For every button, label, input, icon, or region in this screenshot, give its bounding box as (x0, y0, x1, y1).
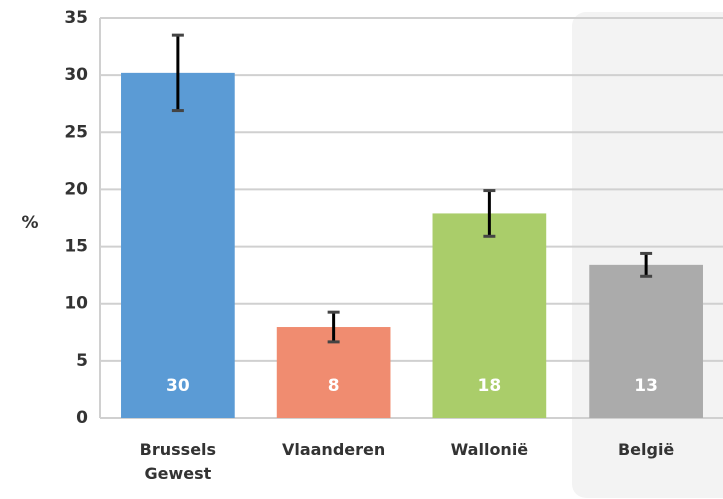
data-label: 18 (478, 376, 502, 396)
y-tick-label: 30 (64, 65, 88, 85)
x-tick-label: Brussels Gewest (139, 440, 217, 483)
data-label: 13 (634, 376, 658, 396)
y-tick-label: 15 (64, 237, 88, 257)
y-tick-label: 35 (64, 8, 88, 28)
x-tick-label: Vlaanderen (281, 440, 386, 459)
bar (432, 213, 547, 418)
bar (121, 72, 235, 418)
y-tick-label: 20 (64, 179, 88, 199)
y-axis-label: % (21, 213, 38, 233)
x-tick-label: België (617, 440, 675, 459)
y-tick-label: 5 (76, 351, 88, 371)
bar (589, 264, 703, 418)
x-tick-label: Wallonië (450, 440, 529, 459)
y-tick-label: 10 (64, 294, 88, 314)
y-tick-label: 0 (76, 408, 88, 428)
data-label: 8 (328, 376, 340, 396)
y-tick-label: 25 (64, 122, 88, 142)
data-label: 30 (166, 376, 190, 396)
